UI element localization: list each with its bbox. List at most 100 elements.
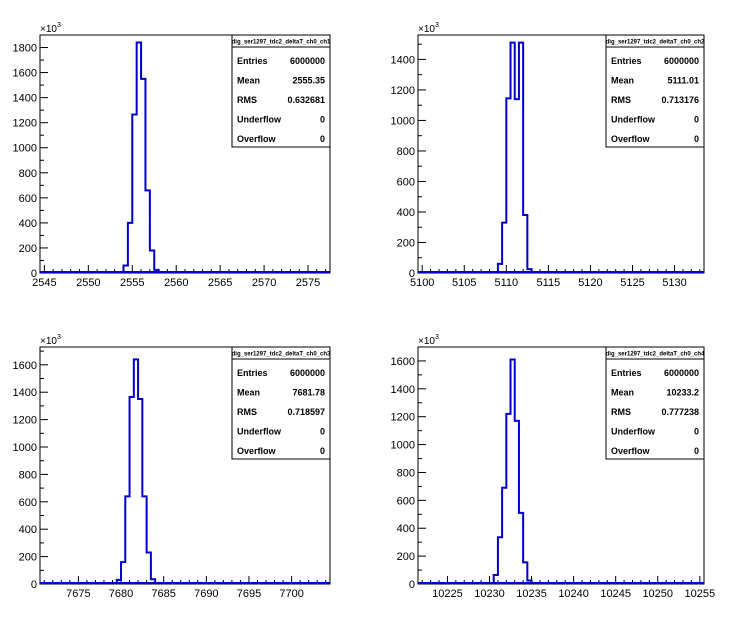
stats-label: Underflow [611,115,656,125]
y-tick-label: 1600 [391,356,415,368]
stats-label: Entries [237,56,268,66]
x-tick-label: 5110 [494,277,518,289]
y-tick-label: 1200 [13,415,37,427]
stats-value: 6000000 [290,56,325,66]
stats-label: RMS [611,95,631,105]
stats-box [231,34,331,148]
y-tick-label: 1400 [391,54,415,66]
y-tick-label: 1400 [13,387,37,399]
y-tick-label: 200 [19,552,37,564]
stats-box [231,346,331,460]
y-tick-label: 400 [397,207,415,219]
x-tick-label: 10250 [642,588,673,600]
stats-value: 2555.35 [292,76,325,86]
y-tick-label: 600 [397,495,415,507]
x-tick-label: 5105 [452,277,476,289]
y-tick-label: 0 [31,268,37,280]
x-tick-label: 7680 [109,588,133,600]
y-tick-label: 0 [409,268,415,280]
x-tick-label: 10230 [474,588,505,600]
y-tick-label: 0 [409,579,415,591]
y-tick-label: 600 [19,497,37,509]
x-tick-label: 7695 [237,588,261,600]
x-tick-label: 10245 [600,588,631,600]
stats-value: 0 [320,134,325,144]
x-tick-label: 10235 [516,588,547,600]
x-tick-label: 7675 [66,588,90,600]
stats-label: Overflow [237,134,277,144]
y-tick-label: 400 [19,218,37,230]
stats-label: Mean [611,388,634,398]
y-tick-label: 1000 [13,143,37,155]
y-tick-label: 1600 [13,68,37,80]
histogram-panel-1: 0 200 400 600 800 1000 1200 1400 1600 1800 2545 255… [13,22,332,289]
x-tick-label: 10255 [684,588,715,600]
stats-value: 0.713176 [661,95,699,105]
x-tick-label: 5120 [578,277,602,289]
stats-title: dig_ser1297_tdc2_deltaT_ch0_ch4 [606,352,705,358]
histogram-panel-4: 0 200 400 600 800 1000 1200 1400 1600 10225 10230 1… [391,334,716,600]
y-tick-label: 1400 [391,384,415,396]
x-tick-label: 5130 [662,277,686,289]
y-tick-label: 1200 [391,412,415,424]
y-axis-multiplier: ×103 [418,334,439,347]
stats-box [605,34,705,148]
stats-label: Overflow [237,446,277,456]
histogram-series [112,358,160,584]
histogram-series [119,41,164,273]
x-tick-label: 2565 [208,277,232,289]
y-axis-multiplier-exponent: 3 [435,22,439,29]
stats-box [605,346,705,460]
y-tick-label: 400 [19,524,37,536]
stats-label: Mean [611,76,634,86]
y-axis-multiplier-base: ×10 [418,336,435,347]
y-axis-multiplier-base: ×10 [40,336,57,347]
y-tick-label: 200 [397,551,415,563]
y-tick-label: 800 [397,146,415,158]
y-axis-multiplier-base: ×10 [40,24,57,35]
stats-title: dig_ser1297_tdc2_deltaT_ch0_ch3 [232,352,331,358]
y-tick-label: 400 [397,523,415,535]
y-tick-label: 1600 [13,360,37,372]
histogram-series [489,358,536,584]
stats-label: Mean [237,388,260,398]
stats-value: 6000000 [290,368,325,378]
y-tick-label: 1200 [13,118,37,130]
y-axis-multiplier-exponent: 3 [435,334,439,341]
stats-value: 10233.2 [666,388,699,398]
y-axis-multiplier: ×103 [418,22,439,35]
y-tick-label: 200 [19,243,37,255]
stats-value: 0.777238 [661,407,699,417]
stats-title: dig_ser1297_tdc2_deltaT_ch0_ch1 [232,40,331,46]
y-axis-multiplier: ×103 [40,22,61,35]
stats-label: Underflow [611,427,656,437]
histogram-series [493,41,536,273]
stats-label: RMS [237,407,257,417]
stats-value: 0 [694,427,699,437]
y-tick-label: 1000 [391,440,415,452]
stats-value: 0 [320,446,325,456]
x-tick-label: 10225 [432,588,463,600]
stats-label: RMS [611,407,631,417]
stats-label: Underflow [237,115,282,125]
x-tick-label: 7700 [279,588,303,600]
stats-value: 0.718597 [287,407,325,417]
stats-value: 6000000 [664,56,699,66]
x-tick-label: 2545 [32,277,56,289]
y-tick-label: 1000 [13,442,37,454]
stats-value: 0 [320,115,325,125]
y-tick-label: 1200 [391,85,415,97]
x-tick-label: 2550 [76,277,100,289]
stats-label: Overflow [611,446,651,456]
y-axis-multiplier-base: ×10 [418,24,435,35]
y-tick-label: 800 [19,168,37,180]
stats-value: 0.632681 [287,95,325,105]
y-tick-label: 1400 [13,93,37,105]
stats-label: Underflow [237,427,282,437]
y-axis-multiplier: ×103 [40,334,61,347]
y-tick-label: 600 [19,193,37,205]
y-tick-label: 0 [31,579,37,591]
stats-label: Overflow [611,134,651,144]
stats-title: dig_ser1297_tdc2_deltaT_ch0_ch2 [606,40,705,46]
